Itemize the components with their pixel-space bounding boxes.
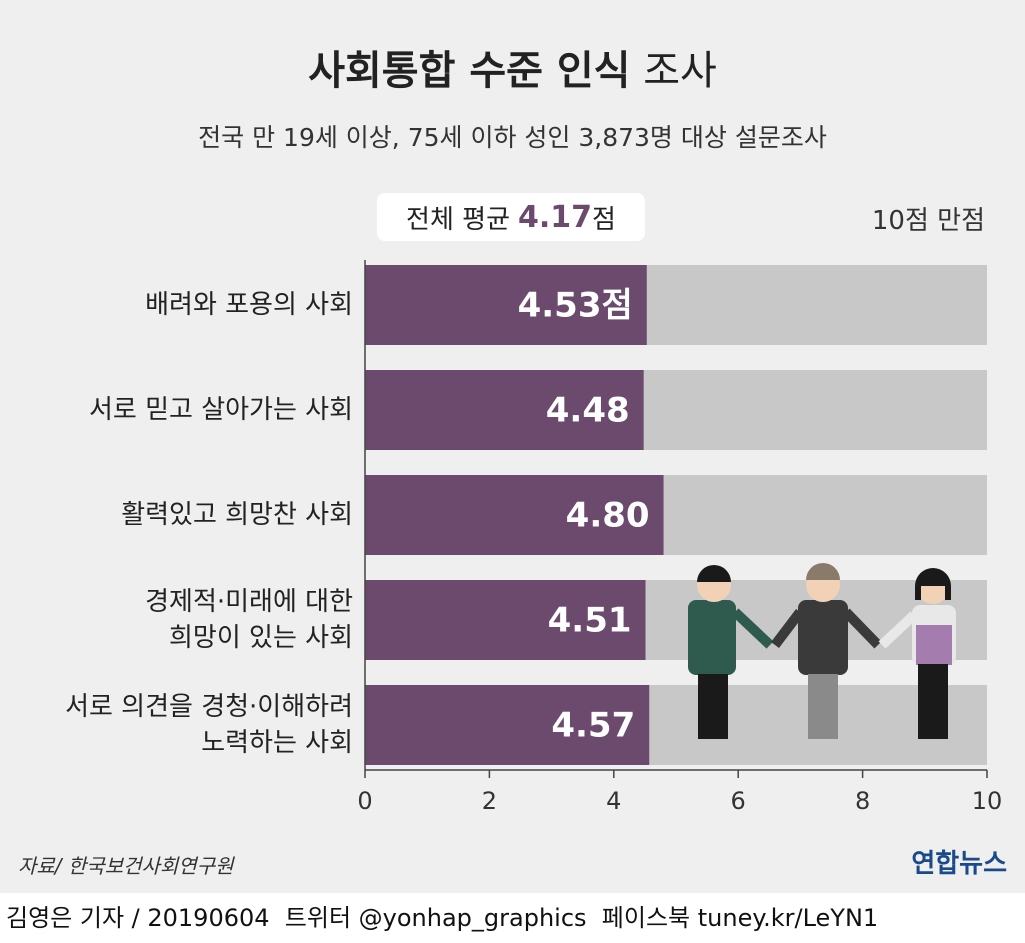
value-label: 4.48	[546, 391, 630, 431]
bar	[365, 685, 650, 765]
category-label: 활력있고 희망찬 사회	[121, 500, 353, 530]
value-label: 4.80	[566, 496, 650, 536]
value-label: 4.51	[548, 601, 632, 641]
illustration	[688, 563, 956, 739]
average-box: 전체 평균 4.17 점	[377, 193, 645, 241]
category-label: 서로 믿고 살아가는 사회	[89, 395, 353, 425]
x-tick-label: 0	[357, 787, 372, 815]
bar	[365, 265, 647, 345]
title-rest: 조사	[643, 48, 717, 94]
subtitle: 전국 만 19세 이상, 75세 이하 성인 3,873명 대상 설문조사	[198, 123, 827, 152]
category-label: 서로 의견을 경청·이해하려 노력하는 사회	[65, 692, 353, 758]
value-label: 4.57	[551, 706, 635, 746]
logo: 연합뉴스	[911, 849, 1007, 879]
title-bold: 사회통합 수준 인식	[308, 48, 631, 94]
x-tick-label: 8	[855, 787, 870, 815]
footer: 김영은 기자 / 20190604 트위터 @yonhap_graphics 페…	[0, 893, 1025, 943]
x-tick-label: 4	[606, 787, 621, 815]
x-tick-label: 10	[972, 787, 1003, 815]
value-label: 4.53점	[518, 286, 633, 326]
bar	[365, 580, 646, 660]
x-tick-label: 2	[482, 787, 497, 815]
category-label: 경제적·미래에 대한 희망이 있는 사회	[145, 587, 353, 653]
bar	[365, 475, 664, 555]
chart-title: 사회통합 수준 인식 조사	[0, 38, 1025, 96]
source: 자료/ 한국보건사회연구원	[18, 854, 234, 878]
average-label: 전체 평균	[406, 204, 510, 235]
bar	[365, 370, 644, 450]
average-unit: 점	[592, 204, 616, 235]
x-tick-label: 6	[731, 787, 746, 815]
annotation: 10점 만점	[871, 206, 985, 236]
category-label: 배려와 포용의 사회	[145, 290, 353, 320]
average-value: 4.17	[518, 199, 593, 235]
